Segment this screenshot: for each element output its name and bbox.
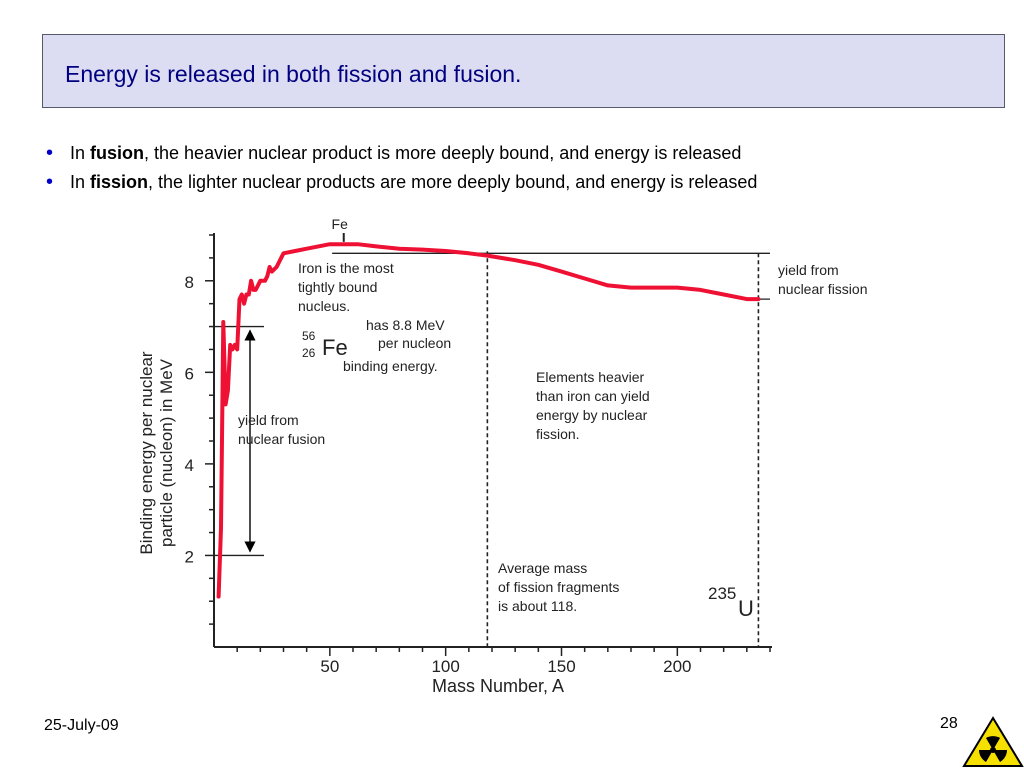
bullet-text: , the heavier nuclear product is more de… [144,143,741,163]
title-box: Energy is released in both fission and f… [42,34,1005,108]
bullet-item-fusion: • In fusion, the heavier nuclear product … [46,143,757,172]
x-tick-label: 100 [431,657,459,676]
avg-mass-note: is about 118. [498,598,577,614]
radiation-logo-icon [962,714,1024,768]
fusion-yield-label: nuclear fusion [238,431,325,447]
y-tick-label: 8 [185,273,194,292]
x-tick-label: 200 [663,657,691,676]
heavier-elements-note: fission. [536,426,580,442]
uranium-symbol: U [738,596,754,621]
page-number: 28 [940,715,958,733]
iron-note-text: Iron is the most [298,260,394,276]
avg-mass-note: of fission fragments [498,579,619,595]
fe56-symbol: Fe [322,335,348,360]
fission-yield-label: yield from [778,262,839,278]
heavier-elements-note: Elements heavier [536,369,645,385]
y-tick-label: 6 [185,364,194,383]
bullet-term: fusion [90,143,144,163]
bullet-list: • In fusion, the heavier nuclear product … [46,143,757,201]
heavier-elements-note: energy by nuclear [536,407,648,423]
chart-svg: 2 4 6 8 50 100 150 200 Mass Number, A Binding ene… [130,215,905,695]
y-tick-label: 4 [185,456,194,475]
fe56-atomic-number: 26 [302,346,316,360]
bullet-dot-icon: • [46,171,53,194]
fe-peak-label: Fe [332,216,349,232]
iron-note-text: tightly bound [298,279,377,295]
bullet-prefix: In [70,172,90,192]
fusion-yield-label: yield from [238,412,299,428]
fe56-mass-number: 56 [302,329,316,343]
iron-note-text: nucleus. [298,298,350,314]
y-axis-title-line1: Binding energy per nuclear [137,351,156,555]
fe56-note-text: has 8.8 MeV [366,317,445,333]
binding-energy-chart: 2 4 6 8 50 100 150 200 Mass Number, A Binding ene… [130,215,905,695]
heavier-elements-note: than iron can yield [536,388,650,404]
uranium-mass-number: 235 [708,584,736,603]
bullet-item-fission: • In fission, the lighter nuclear product… [46,172,757,201]
footer-date: 25-July-09 [44,717,119,735]
y-tick-label: 2 [185,547,194,566]
x-tick-label: 50 [320,657,339,676]
fe56-note-text: binding energy. [343,358,438,374]
x-axis-title: Mass Number, A [432,676,564,695]
avg-mass-note: Average mass [498,560,587,576]
fe56-note-text: per nucleon [378,335,451,351]
x-tick-label: 150 [547,657,575,676]
fission-yield-label: nuclear fission [778,281,868,297]
y-axis-title-line2: particle (nucleon) in MeV [157,358,176,547]
bullet-term: fission [90,172,148,192]
bullet-text: , the lighter nuclear products are more … [148,172,757,192]
bullet-dot-icon: • [46,142,53,165]
bullet-prefix: In [70,143,90,163]
slide-title: Energy is released in both fission and f… [65,61,521,88]
